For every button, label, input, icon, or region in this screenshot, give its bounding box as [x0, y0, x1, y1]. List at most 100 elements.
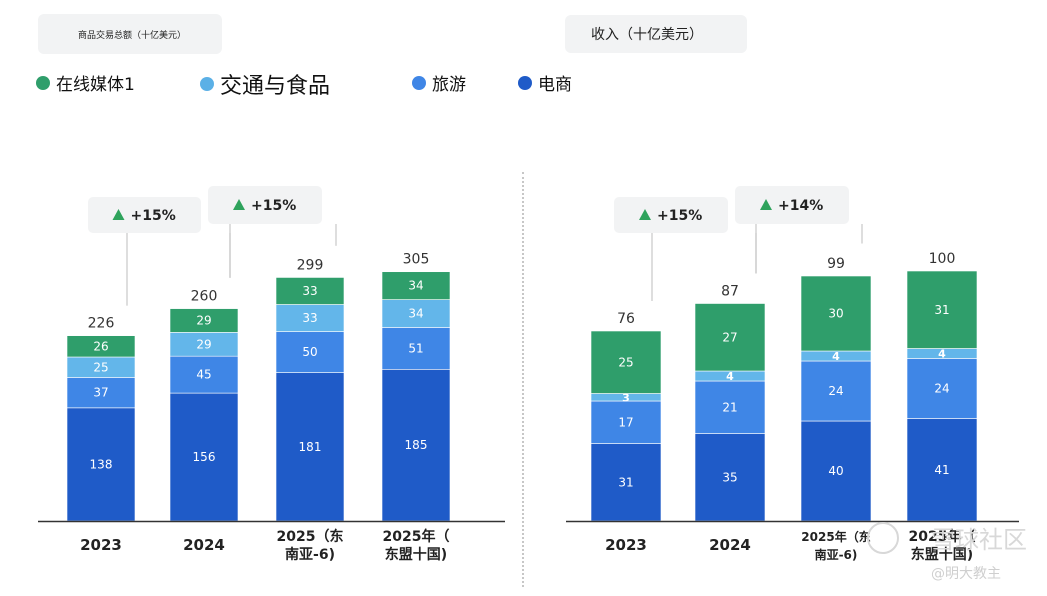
rev-bar-2025-asean10-travel — [906, 358, 978, 419]
legend-item-travel: 旅游 — [412, 70, 466, 95]
watermark-logo-icon — [867, 522, 899, 554]
rev-total-label-2025-asean10: 100 — [929, 251, 956, 267]
rev-value-label-2024-ecommerce: 35 — [722, 470, 737, 484]
rev-value-label-2025-asean10-travel: 24 — [934, 382, 949, 396]
rev-value-label-2023-transport-food: 3 — [622, 391, 630, 404]
gmv-value-label-2023-ecommerce: 138 — [90, 457, 113, 471]
rev-total-label-2025-sea6: 99 — [827, 256, 845, 272]
rev-bar-2024-online-media — [694, 303, 766, 372]
rev-value-label-2024-online-media: 27 — [722, 330, 737, 344]
gmv-total-label-2024: 260 — [191, 289, 218, 305]
gmv-category-label-2023: 2023 — [80, 536, 122, 554]
gmv-value-label-2024-ecommerce: 156 — [193, 450, 216, 464]
rev-value-label-2025-sea6-online-media: 30 — [828, 307, 843, 321]
gmv-value-label-2025-asean10-online-media: 34 — [408, 279, 423, 293]
gmv-category-label-2024: 2024 — [183, 536, 225, 554]
rev-bar-2023-online-media — [590, 330, 662, 394]
rev-bar-2025-sea6-online-media — [800, 275, 872, 352]
legend-item-online-media: 在线媒体1 — [36, 70, 135, 95]
gmv-category-label-2025-asean10: 2025年（东盟十国) — [383, 528, 450, 563]
gmv-value-label-2025-sea6-ecommerce: 181 — [299, 440, 322, 454]
legend-label-online-media: 在线媒体1 — [56, 75, 135, 95]
gmv-value-label-2025-asean10-ecommerce: 185 — [405, 438, 428, 452]
gmv-growth-label-2: +15% — [251, 198, 296, 214]
rev-total-label-2023: 76 — [617, 311, 635, 327]
legend-label-transport-food: 交通与食品 — [220, 74, 331, 99]
gmv-chart-title: 商品交易总额（十亿美元） — [38, 14, 222, 54]
legend-item-transport-food: 交通与食品 — [200, 68, 330, 100]
rev-category-label-2025-sea6: 2025年（东南亚-6) — [801, 529, 870, 562]
gmv-total-label-2023: 226 — [88, 316, 115, 332]
gmv-value-label-2023-online-media: 26 — [93, 339, 108, 353]
rev-value-label-2025-sea6-travel: 24 — [828, 384, 843, 398]
rev-category-label-2025-asean10: 2025年（东盟十国) — [909, 528, 976, 563]
legend-swatch-transport-food — [200, 77, 214, 91]
rev-total-label-2024: 87 — [721, 284, 739, 300]
gmv-chart: +15% +15% 138 37 25 26 226 2023 156 45 29 29 260 2024… — [38, 186, 505, 563]
watermark-main: 雪球社区 — [931, 526, 1027, 554]
rev-bar-2025-asean10-online-media — [906, 270, 978, 349]
gmv-growth-label-1: +15% — [131, 208, 176, 224]
revenue-chart: +15% +14% 31 17 3 25 76 2023 35 21 4 27 87 2024 40 24 4 3… — [566, 186, 1019, 563]
gmv-growth-callout-2: +15% — [208, 186, 337, 278]
gmv-total-label-2025-asean10: 305 — [403, 252, 430, 268]
legend-item-ecommerce: 电商 — [518, 70, 572, 95]
gmv-bar-2023-travel — [66, 377, 136, 409]
rev-value-label-2023-online-media: 25 — [618, 355, 633, 369]
legend-swatch-online-media — [36, 75, 50, 90]
rev-bar-2025-sea6-ecommerce — [800, 420, 872, 522]
rev-value-label-2024-travel: 21 — [722, 400, 737, 414]
gmv-bar-2024-travel — [169, 355, 239, 394]
gmv-growth-box-2 — [208, 186, 322, 224]
gmv-bar-2024-ecommerce — [169, 392, 239, 522]
gmv-value-label-2024-transport-food: 29 — [196, 337, 211, 351]
legend-label-travel: 旅游 — [432, 75, 466, 95]
watermark-sub: @明大教主 — [931, 566, 1001, 582]
gmv-bar-2025-asean10-travel — [381, 327, 451, 370]
rev-growth-up-arrow-icon-1 — [639, 209, 651, 220]
rev-bar-2023-ecommerce — [590, 443, 662, 522]
gmv-value-label-2025-sea6-online-media: 33 — [302, 284, 317, 298]
chart-divider — [522, 172, 524, 587]
rev-bar-2023-travel — [590, 400, 662, 444]
gmv-total-label-2025-sea6: 299 — [297, 257, 324, 273]
gmv-value-label-2025-asean10-transport-food: 34 — [408, 307, 423, 321]
rev-growth-box-1 — [614, 197, 728, 233]
rev-value-label-2025-asean10-transport-food: 4 — [938, 348, 946, 361]
revenue-chart-title: 收入（十亿美元） — [565, 15, 747, 53]
gmv-value-label-2025-asean10-travel: 51 — [408, 341, 423, 355]
rev-value-label-2025-asean10-ecommerce: 41 — [934, 463, 949, 477]
gmv-bar-2025-sea6-transport-food — [275, 304, 345, 332]
gmv-value-label-2023-travel: 37 — [93, 386, 108, 400]
rev-growth-label-2: +14% — [778, 198, 823, 214]
rev-value-label-2024-transport-food: 4 — [726, 370, 734, 383]
rev-category-label-2024: 2024 — [709, 536, 751, 554]
gmv-value-label-2025-sea6-travel: 50 — [302, 345, 317, 359]
legend-label-ecommerce: 电商 — [538, 75, 572, 95]
rev-value-label-2025-sea6-transport-food: 4 — [832, 350, 840, 363]
gmv-value-label-2024-online-media: 29 — [196, 314, 211, 328]
gmv-value-label-2024-travel: 45 — [196, 368, 211, 382]
legend-swatch-travel — [412, 75, 426, 90]
gmv-bar-2025-asean10-ecommerce — [381, 368, 451, 522]
legend: 在线媒体1 交通与食品 旅游 电商 — [36, 66, 736, 106]
rev-value-label-2025-asean10-online-media: 31 — [934, 303, 949, 317]
gmv-value-label-2025-sea6-transport-food: 33 — [302, 311, 317, 325]
rev-category-label-2023: 2023 — [605, 536, 647, 554]
gmv-bar-2025-asean10-online-media — [381, 271, 451, 300]
rev-growth-label-1: +15% — [657, 208, 702, 224]
gmv-value-label-2023-transport-food: 25 — [93, 360, 108, 374]
rev-growth-callout-2: +14% — [735, 186, 863, 274]
gmv-growth-up-arrow-icon-1 — [112, 209, 125, 220]
gmv-bar-2025-sea6-online-media — [275, 277, 345, 305]
gmv-bar-2024-online-media — [169, 308, 239, 333]
gmv-growth-up-arrow-icon-2 — [233, 199, 245, 210]
rev-value-label-2023-travel: 17 — [618, 415, 633, 429]
rev-growth-callout-1: +15% — [614, 197, 757, 301]
gmv-bar-2025-sea6-travel — [275, 331, 345, 373]
gmv-bar-2023-online-media — [66, 335, 136, 358]
rev-bar-2025-sea6-travel — [800, 360, 872, 422]
legend-swatch-ecommerce — [518, 75, 532, 90]
gmv-bar-2025-sea6-ecommerce — [275, 372, 345, 522]
rev-value-label-2023-ecommerce: 31 — [618, 475, 633, 489]
